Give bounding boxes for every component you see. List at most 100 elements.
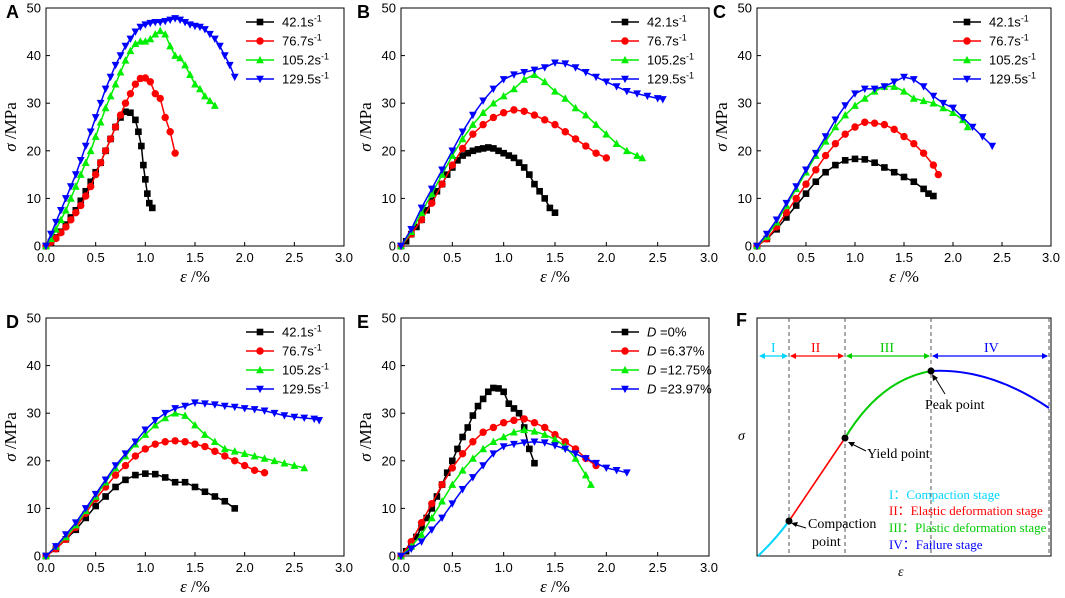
data-point	[148, 204, 156, 212]
data-point	[260, 469, 269, 477]
yield-point-label: Yield point	[867, 447, 930, 462]
data-point	[397, 242, 405, 251]
legend-entry: 129.5s-1	[282, 381, 329, 397]
series-3	[397, 425, 595, 560]
data-point	[479, 97, 488, 105]
panel-letter-d: D	[6, 312, 19, 332]
data-point	[428, 499, 436, 508]
data-point	[474, 402, 482, 410]
data-point	[397, 552, 405, 561]
data-point	[831, 116, 840, 124]
data-point	[71, 171, 80, 179]
data-point	[250, 406, 259, 414]
data-point	[499, 76, 508, 84]
y-tick-label: 20	[382, 453, 396, 468]
data-point	[417, 530, 426, 538]
y-axis-label: σ /MPa	[712, 102, 731, 152]
panel-letter-b: B	[357, 2, 370, 22]
series-1	[397, 144, 559, 250]
x-tick-label: 0.0	[37, 560, 55, 575]
series-line	[400, 109, 607, 247]
data-point	[91, 170, 100, 179]
data-point	[909, 94, 918, 102]
data-point	[438, 514, 446, 523]
data-point	[546, 204, 554, 212]
data-point	[61, 206, 70, 214]
curve-failure	[930, 369, 1050, 409]
data-point	[561, 94, 570, 102]
data-point	[968, 123, 977, 132]
data-point	[571, 103, 580, 112]
data-point	[490, 384, 497, 392]
data-point	[479, 145, 487, 152]
x-axis-label: ε /%	[180, 267, 210, 286]
data-point	[206, 96, 214, 105]
data-point	[433, 493, 441, 500]
data-point	[181, 411, 189, 419]
data-point	[841, 102, 850, 110]
data-point	[201, 26, 209, 34]
data-point	[221, 452, 229, 460]
x-tick-label: 1.5	[895, 250, 913, 265]
data-point	[592, 149, 600, 157]
y-axis-label: σ /MPa	[1, 102, 20, 152]
data-point	[860, 94, 869, 102]
data-point	[978, 133, 987, 141]
data-point	[181, 61, 189, 69]
data-point	[949, 104, 957, 113]
data-point	[802, 190, 810, 197]
legend-swatch-marker	[256, 328, 264, 336]
data-point	[489, 99, 498, 107]
legend-entry: D =23.97%	[647, 382, 712, 397]
data-point	[280, 412, 289, 420]
data-point	[101, 85, 110, 94]
data-point	[87, 182, 95, 191]
panel-f-frame	[756, 317, 1052, 557]
data-point	[811, 149, 820, 158]
data-point	[489, 437, 498, 446]
panel-letter-c: C	[713, 2, 726, 22]
data-point	[111, 80, 120, 88]
data-point	[520, 439, 529, 447]
data-point	[86, 128, 95, 136]
data-point	[551, 209, 559, 216]
data-point	[540, 77, 549, 86]
data-point	[111, 123, 120, 131]
data-point	[146, 78, 154, 86]
data-point	[448, 500, 457, 508]
data-point	[520, 68, 529, 77]
data-point	[141, 426, 150, 434]
data-point	[602, 78, 611, 86]
data-point	[459, 433, 466, 441]
data-point	[531, 459, 538, 467]
data-point	[141, 430, 150, 438]
data-point	[201, 488, 209, 496]
x-axis-label: ε /%	[180, 577, 210, 596]
y-tick-label: 30	[738, 96, 752, 111]
data-point	[561, 60, 570, 68]
data-point	[417, 538, 426, 546]
data-point	[949, 108, 957, 117]
data-point	[116, 52, 125, 60]
data-point	[851, 155, 859, 163]
data-point	[101, 147, 110, 155]
data-point	[260, 407, 269, 415]
data-point	[146, 199, 153, 207]
legend-entry: 105.2s-1	[282, 52, 329, 68]
data-point	[201, 91, 209, 100]
data-point	[841, 157, 849, 164]
data-point	[551, 442, 559, 450]
data-point	[474, 146, 482, 153]
data-point	[151, 440, 159, 448]
series-1	[753, 155, 937, 250]
series-line	[45, 472, 236, 557]
legend-swatch-marker	[256, 37, 264, 45]
series-2	[397, 106, 611, 250]
curve-plastic	[844, 370, 932, 439]
data-point	[520, 425, 529, 434]
x-tick-label: 2.0	[236, 250, 254, 265]
data-point	[66, 194, 75, 202]
data-point	[602, 464, 611, 473]
data-point	[510, 71, 518, 79]
data-point	[210, 437, 219, 446]
